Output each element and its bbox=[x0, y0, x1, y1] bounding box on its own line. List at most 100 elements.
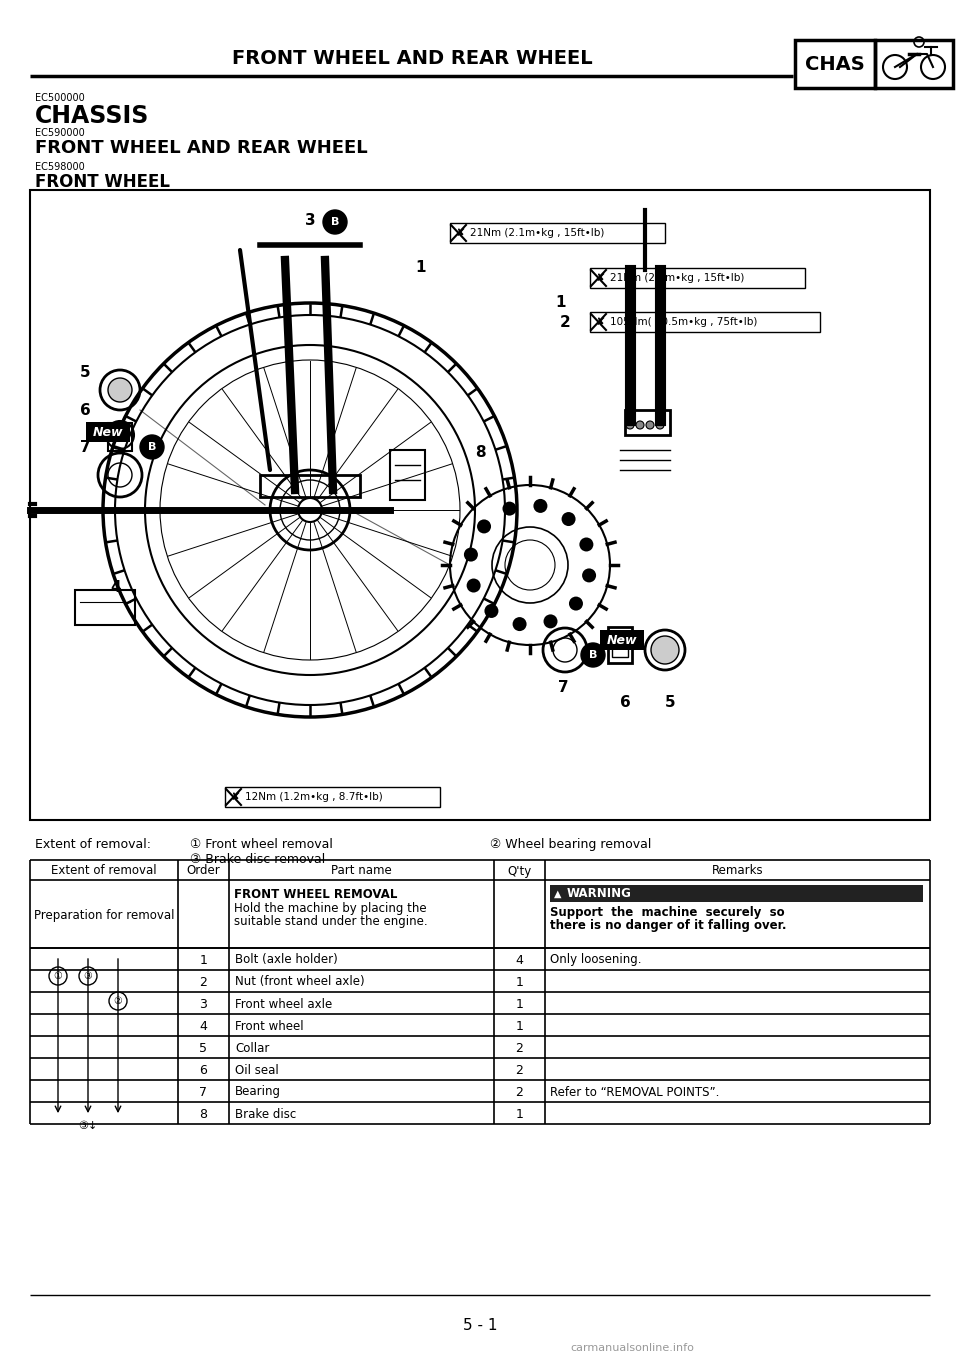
Circle shape bbox=[467, 579, 481, 592]
Circle shape bbox=[534, 498, 547, 513]
Text: 5: 5 bbox=[200, 1042, 207, 1055]
Text: 5: 5 bbox=[80, 365, 90, 380]
Text: Front wheel: Front wheel bbox=[235, 1020, 303, 1032]
Bar bbox=[108, 422, 132, 451]
Text: ▲: ▲ bbox=[554, 888, 562, 899]
Text: 1: 1 bbox=[200, 953, 207, 967]
Bar bbox=[608, 627, 632, 663]
Text: CHASSIS: CHASSIS bbox=[35, 105, 150, 128]
Text: 2: 2 bbox=[516, 1042, 523, 1055]
Circle shape bbox=[108, 378, 132, 402]
Text: 1: 1 bbox=[516, 1020, 523, 1032]
Text: ③↓: ③↓ bbox=[79, 1120, 98, 1131]
Circle shape bbox=[569, 596, 583, 611]
Text: FRONT WHEEL AND REAR WHEEL: FRONT WHEEL AND REAR WHEEL bbox=[35, 139, 368, 158]
Text: Support  the  machine  securely  so: Support the machine securely so bbox=[550, 906, 784, 919]
Circle shape bbox=[323, 210, 347, 234]
Text: New: New bbox=[93, 425, 123, 439]
Text: Front wheel axle: Front wheel axle bbox=[235, 998, 332, 1010]
Text: Oil seal: Oil seal bbox=[235, 1063, 278, 1077]
Text: ✘: ✘ bbox=[231, 792, 240, 803]
Circle shape bbox=[502, 501, 516, 516]
Text: 2: 2 bbox=[200, 975, 207, 989]
Bar bbox=[625, 410, 670, 435]
Text: Collar: Collar bbox=[235, 1042, 270, 1055]
Text: ✘: ✘ bbox=[596, 273, 606, 282]
Text: ✘: ✘ bbox=[456, 228, 466, 238]
Bar bbox=[795, 39, 875, 88]
Text: B: B bbox=[148, 441, 156, 452]
Circle shape bbox=[582, 569, 596, 583]
Text: 5: 5 bbox=[665, 695, 676, 710]
Text: ②: ② bbox=[113, 995, 122, 1006]
Text: B: B bbox=[588, 650, 597, 660]
Text: WARNING: WARNING bbox=[567, 887, 632, 900]
Bar bbox=[612, 633, 628, 657]
Circle shape bbox=[651, 636, 679, 664]
Circle shape bbox=[562, 512, 576, 526]
Text: ① Front wheel removal: ① Front wheel removal bbox=[190, 838, 333, 851]
Circle shape bbox=[513, 617, 527, 631]
Text: EC598000: EC598000 bbox=[35, 162, 84, 172]
FancyBboxPatch shape bbox=[600, 630, 644, 650]
Text: Part name: Part name bbox=[331, 865, 392, 877]
Bar bbox=[450, 223, 665, 243]
Bar bbox=[225, 788, 440, 807]
Text: 6: 6 bbox=[200, 1063, 207, 1077]
Text: B: B bbox=[331, 217, 339, 227]
Text: FRONT WHEEL: FRONT WHEEL bbox=[35, 172, 170, 191]
Text: 5 - 1: 5 - 1 bbox=[463, 1319, 497, 1334]
Circle shape bbox=[581, 642, 605, 667]
Text: 2: 2 bbox=[516, 1063, 523, 1077]
Circle shape bbox=[543, 614, 558, 629]
Text: 7: 7 bbox=[558, 680, 568, 695]
Bar bbox=[390, 449, 425, 500]
Text: 4: 4 bbox=[516, 953, 523, 967]
FancyBboxPatch shape bbox=[86, 422, 130, 441]
Circle shape bbox=[636, 421, 644, 429]
Text: Bolt (axle holder): Bolt (axle holder) bbox=[235, 953, 338, 967]
Text: Hold the machine by placing the: Hold the machine by placing the bbox=[234, 902, 426, 915]
Bar bbox=[550, 885, 923, 902]
Text: there is no danger of it falling over.: there is no danger of it falling over. bbox=[550, 919, 786, 932]
Text: 21Nm (2.1m•kg , 15ft•lb): 21Nm (2.1m•kg , 15ft•lb) bbox=[470, 228, 605, 238]
Text: 7: 7 bbox=[200, 1085, 207, 1099]
Text: FRONT WHEEL AND REAR WHEEL: FRONT WHEEL AND REAR WHEEL bbox=[232, 49, 593, 68]
Text: ③: ③ bbox=[84, 971, 92, 980]
Circle shape bbox=[464, 547, 478, 562]
Text: 6: 6 bbox=[80, 403, 91, 418]
Text: 1: 1 bbox=[555, 295, 565, 310]
Text: 4: 4 bbox=[200, 1020, 207, 1032]
Text: CHAS: CHAS bbox=[805, 56, 865, 75]
Text: EC590000: EC590000 bbox=[35, 128, 84, 139]
Text: 12Nm (1.2m•kg , 8.7ft•lb): 12Nm (1.2m•kg , 8.7ft•lb) bbox=[245, 792, 383, 803]
Text: ✘: ✘ bbox=[596, 316, 606, 327]
Bar bbox=[30, 190, 930, 820]
Text: ③ Brake disc removal: ③ Brake disc removal bbox=[190, 853, 325, 866]
Text: 105Nm( 10.5m•kg , 75ft•lb): 105Nm( 10.5m•kg , 75ft•lb) bbox=[610, 316, 757, 327]
Circle shape bbox=[140, 435, 164, 459]
Text: 7: 7 bbox=[80, 440, 90, 455]
Text: Refer to “REMOVAL POINTS”.: Refer to “REMOVAL POINTS”. bbox=[550, 1085, 719, 1099]
Text: Extent of removal: Extent of removal bbox=[51, 865, 156, 877]
Text: 8: 8 bbox=[200, 1108, 207, 1120]
Text: ①: ① bbox=[54, 971, 62, 980]
Text: FRONT WHEEL REMOVAL: FRONT WHEEL REMOVAL bbox=[234, 888, 397, 900]
Circle shape bbox=[646, 421, 654, 429]
Circle shape bbox=[477, 519, 491, 534]
Text: New: New bbox=[607, 633, 637, 646]
Text: 3: 3 bbox=[200, 998, 207, 1010]
Text: 1: 1 bbox=[415, 259, 425, 276]
Text: Bearing: Bearing bbox=[235, 1085, 281, 1099]
Text: 1: 1 bbox=[516, 975, 523, 989]
Text: Only loosening.: Only loosening. bbox=[550, 953, 641, 967]
Text: Extent of removal:: Extent of removal: bbox=[35, 838, 151, 851]
Bar bbox=[75, 589, 135, 625]
Circle shape bbox=[485, 604, 498, 618]
Text: 1: 1 bbox=[516, 998, 523, 1010]
Text: Brake disc: Brake disc bbox=[235, 1108, 297, 1120]
Text: 3: 3 bbox=[305, 213, 316, 228]
Text: suitable stand under the engine.: suitable stand under the engine. bbox=[234, 915, 427, 928]
Text: Nut (front wheel axle): Nut (front wheel axle) bbox=[235, 975, 365, 989]
Bar bbox=[260, 475, 360, 497]
